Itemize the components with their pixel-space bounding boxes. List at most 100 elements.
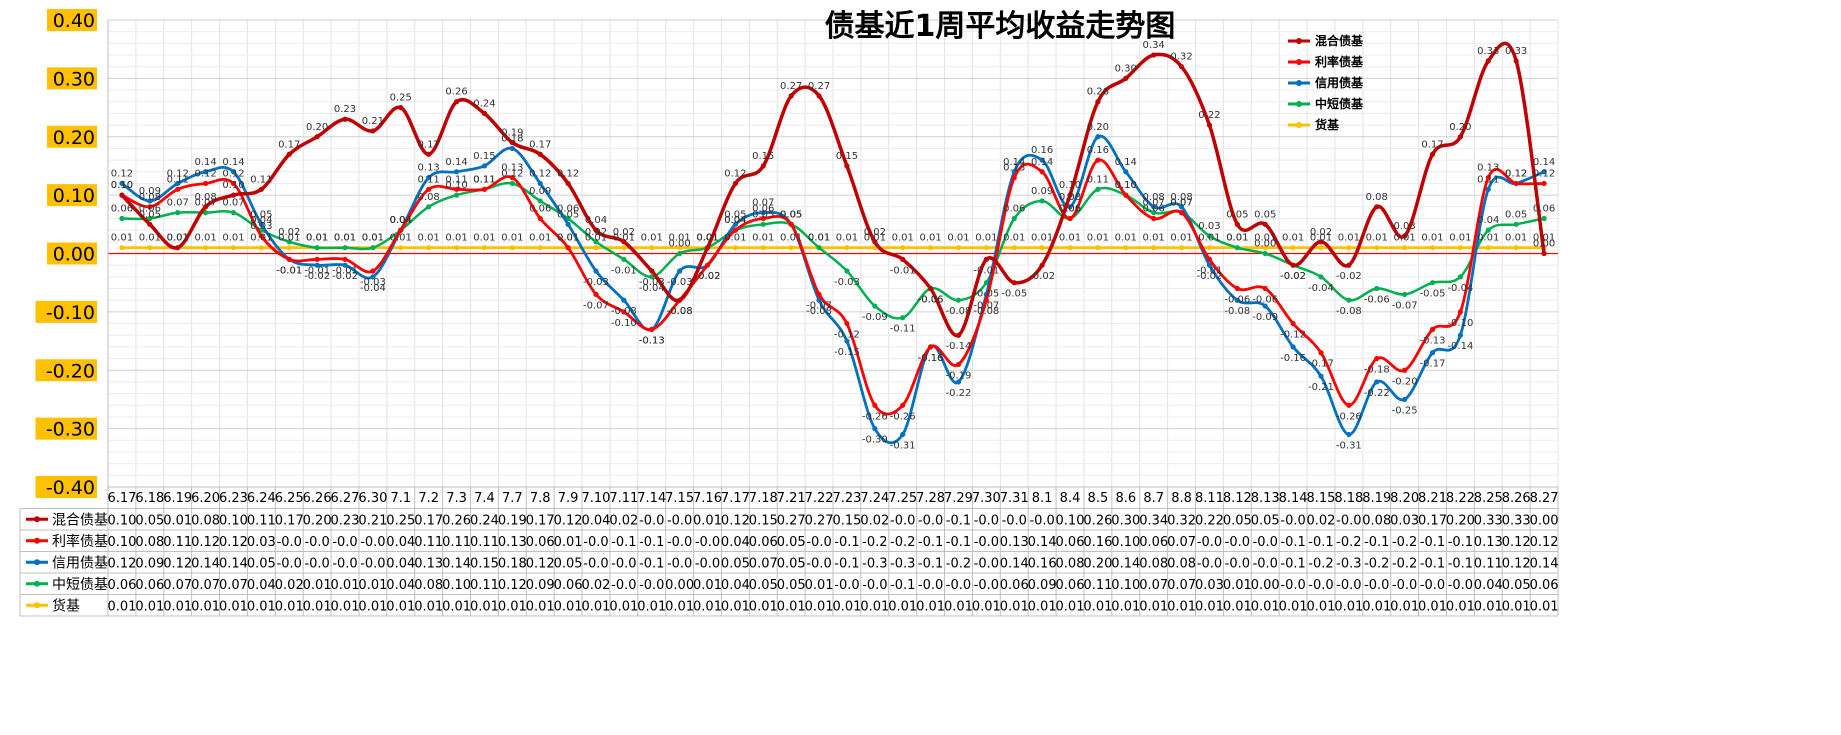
data-point [1039,198,1045,204]
data-label: 0.11 [250,174,272,185]
data-point [1429,280,1436,286]
table-cell: 0.12 [219,535,248,550]
data-label: 0.09 [529,186,551,197]
data-label: 0.24 [473,98,495,109]
data-point [1123,192,1129,198]
y-tick: 0.20 [47,125,97,149]
data-label: 0.17 [529,139,551,150]
table-cell: -0.3 [862,557,887,572]
data-label: 0.01 [139,233,161,244]
data-label: 0.01 [641,233,663,244]
y-axis: 0.40 0.30 0.20 0.10 0.00 -0.10 -0.20 -0.30 -0.40 [35,9,97,499]
table-cell: 0.14 [219,557,248,572]
table-cell: -0.0 [974,535,999,550]
table-cell: -0.0 [1197,535,1222,550]
table-cell: 0.04 [247,578,276,593]
data-label: 0.01 [501,233,523,244]
table-cell: 0.01 [275,600,304,615]
data-point [1485,245,1491,251]
x-tick-label: 8.1 [1032,491,1053,506]
table-cell: 0.10 [107,514,136,529]
table-cell: -0.2 [946,557,971,572]
table-cell: -0.0 [890,514,915,529]
data-label: 0.07 [194,198,216,209]
data-point [1457,245,1464,251]
table-cell: -0.0 [1225,557,1250,572]
data-label: 0.34 [1143,40,1165,51]
data-point [1206,262,1213,268]
data-point [621,297,627,303]
data-label: -0.26 [1336,411,1362,422]
data-label: -0.05 [1420,289,1446,300]
data-label: -0.10 [611,318,637,329]
data-point [927,285,934,292]
data-label: 0.07 [1170,198,1192,209]
x-tick-label: 6.25 [275,491,304,506]
x-tick-label: 8.13 [1251,491,1280,506]
table-cell: -0.0 [1392,578,1417,593]
data-point [202,204,209,210]
table-cell: 0.15 [470,557,499,572]
table-cell: -0.0 [918,578,943,593]
data-label: 0.14 [1031,157,1053,168]
row-marker [34,580,40,587]
table-cell: 0.12 [1530,535,1559,550]
table-cell: -0.0 [639,578,664,593]
data-point [872,303,878,309]
table-cell: -0.0 [332,535,357,550]
data-point [537,245,543,251]
legend-marker [1296,80,1302,86]
x-tick-label: 8.8 [1171,491,1192,506]
data-label: 0.07 [167,198,189,209]
table-cell: 0.13 [498,535,527,550]
row-label: 货基 [52,598,80,615]
table-cell: -0.0 [332,557,357,572]
data-point [872,402,878,408]
table-cell: 0.05 [554,557,583,572]
data-point [1262,250,1268,257]
data-label: 0.01 [1366,233,1388,244]
data-label: 0.10 [1115,180,1137,191]
data-label: -0.08 [1224,306,1250,317]
table-cell: 0.12 [498,578,527,593]
data-point [119,245,125,251]
data-label: 0.16 [1087,145,1109,156]
data-point [955,379,962,385]
data-point [147,245,153,251]
data-label: 0.12 [529,168,551,179]
table-cell: 0.14 [1111,557,1140,572]
table-cell: -0.3 [1336,557,1361,572]
table-cell: 0.01 [358,578,387,593]
data-label: -0.17 [1308,359,1334,370]
x-tick-label: 6.26 [303,491,332,506]
data-label: 0.01 [1449,233,1471,244]
y-tick-label: 0.40 [53,10,95,32]
table-cell: 0.12 [526,557,555,572]
data-point [453,186,460,192]
table-cell: 0.01 [1418,600,1447,615]
table-cell: -0.0 [806,535,831,550]
data-label: -0.08 [667,306,693,317]
data-point [147,215,153,222]
data-point [955,332,962,338]
data-label: 0.07 [752,198,774,209]
data-point [649,268,655,274]
x-tick-label: 8.22 [1446,491,1475,506]
table-cell: 0.00 [1251,578,1280,593]
data-label: -0.08 [806,306,832,317]
table-cell: 0.09 [135,557,164,572]
data-label: 0.01 [334,233,356,244]
data-point [426,186,432,192]
data-point [453,169,460,175]
data-point [677,297,683,303]
data-label: 0.07 [1143,198,1165,209]
table-cell: 0.08 [414,578,443,593]
data-label: 0.25 [390,93,412,104]
data-point [844,163,850,169]
x-tick-label: 8.21 [1418,491,1447,506]
x-tick-label: 8.18 [1334,491,1363,506]
table-cell: -0.1 [918,557,943,572]
data-point [1346,402,1352,408]
data-label: 0.01 [1505,233,1527,244]
data-label: 0.05 [752,209,774,220]
